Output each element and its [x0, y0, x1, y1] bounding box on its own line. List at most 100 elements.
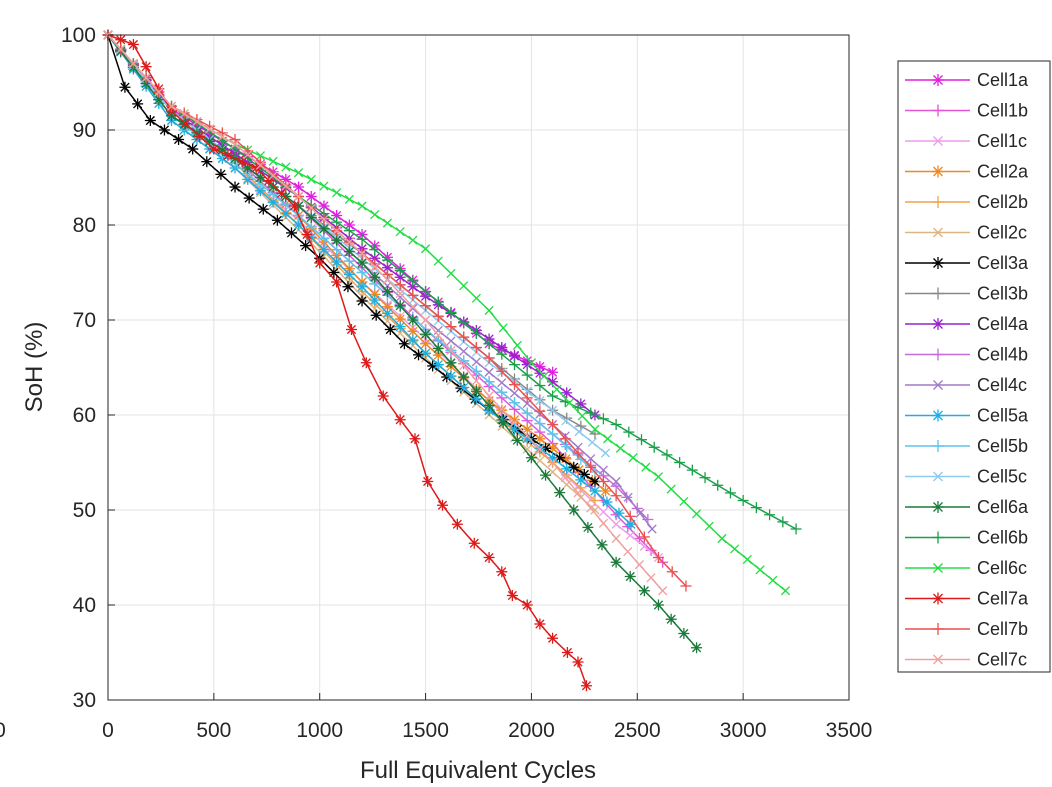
data-point-marker	[625, 571, 635, 582]
data-point-marker	[413, 350, 424, 360]
data-point-marker	[344, 194, 354, 204]
data-point-marker	[933, 227, 943, 238]
data-point-marker	[209, 144, 219, 154]
legend-label: Cell4b	[977, 345, 1028, 365]
data-point-marker	[933, 563, 943, 573]
x-tick-label: 2000	[508, 719, 555, 742]
data-point-marker	[583, 522, 593, 533]
data-point-marker	[522, 434, 532, 444]
data-point-marker	[535, 396, 545, 406]
data-point-marker	[512, 340, 522, 350]
data-point-marker	[344, 269, 354, 279]
data-point-marker	[332, 210, 342, 221]
x-tick-label: 1500	[402, 719, 449, 742]
legend-label: Cell7b	[977, 619, 1028, 639]
series-cell7a	[102, 29, 592, 692]
y-axis-label: SoH (%)	[21, 322, 48, 413]
data-point-marker	[319, 224, 329, 234]
data-point-marker	[423, 476, 433, 487]
data-point-marker	[569, 505, 579, 515]
plot-area-border	[107, 34, 850, 701]
data-point-marker	[289, 201, 299, 211]
data-point-marker	[471, 394, 481, 404]
data-point-marker	[293, 182, 304, 192]
data-point-marker	[420, 244, 431, 254]
data-point-marker	[498, 418, 508, 428]
data-point-marker	[408, 302, 418, 312]
data-point-marker	[166, 101, 177, 111]
data-point-marker	[471, 357, 481, 367]
data-point-marker	[159, 125, 170, 135]
x-axis-label: Full Equivalent Cycles	[360, 757, 596, 784]
data-point-marker	[395, 322, 405, 332]
data-point-marker	[933, 166, 943, 177]
data-point-marker	[614, 508, 624, 518]
data-point-marker	[370, 295, 380, 305]
series-line	[107, 34, 596, 483]
data-point-marker	[526, 358, 537, 368]
data-point-marker	[548, 457, 558, 468]
data-point-marker	[933, 136, 943, 146]
data-point-marker	[548, 367, 558, 377]
data-point-marker	[459, 346, 469, 356]
data-point-marker	[471, 293, 481, 303]
y-tick-label: 60	[73, 404, 96, 427]
data-point-marker	[344, 237, 354, 247]
data-point-marker	[509, 418, 520, 428]
data-point-marker	[641, 462, 651, 472]
data-point-marker	[498, 323, 508, 333]
data-point-marker	[192, 116, 202, 127]
data-point-marker	[371, 310, 381, 320]
data-point-marker	[133, 99, 143, 109]
data-point-marker	[230, 182, 240, 192]
data-point-marker	[497, 404, 507, 414]
data-point-marker	[555, 487, 565, 498]
data-point-marker	[395, 227, 405, 237]
data-point-marker	[145, 115, 155, 126]
data-point-marker	[471, 376, 481, 386]
data-point-marker	[679, 628, 689, 639]
data-point-marker	[437, 500, 448, 510]
data-point-marker	[590, 424, 600, 434]
axis-ticks: 0 500 1000 1500 2000 2500 3000 3500 30 40 50 60 70 80…	[61, 24, 872, 742]
data-point-marker	[446, 371, 456, 381]
legend-item-cell2b: Cell2b	[905, 192, 1028, 212]
data-point-marker	[302, 229, 312, 240]
legend-item-cell2a: Cell2a	[905, 162, 1029, 182]
data-point-marker	[395, 415, 405, 425]
data-point-marker	[319, 245, 329, 255]
data-point-marker	[382, 275, 393, 285]
data-point-marker	[679, 496, 689, 507]
data-point-marker	[408, 326, 418, 336]
legend-item-cell4a: Cell4a	[905, 314, 1029, 334]
data-point-marker	[420, 315, 431, 325]
data-point-marker	[382, 218, 393, 228]
data-point-marker	[535, 444, 545, 454]
y-tick-label: 100	[61, 24, 96, 47]
data-point-marker	[293, 191, 304, 202]
legend-label: Cell1a	[977, 70, 1029, 90]
y-tick-label: 30	[73, 689, 96, 712]
data-point-marker	[395, 301, 405, 311]
x-tick-label: 0	[102, 719, 114, 742]
data-point-marker	[154, 87, 164, 97]
data-point-marker	[597, 540, 607, 550]
data-point-marker	[933, 410, 943, 421]
data-point-marker	[590, 505, 600, 515]
data-point-marker	[539, 371, 549, 381]
data-point-marker	[268, 171, 278, 181]
data-point-marker	[332, 277, 342, 287]
data-point-marker	[268, 182, 278, 192]
data-point-marker	[691, 643, 702, 653]
data-point-marker	[128, 58, 138, 69]
data-point-marker	[497, 378, 507, 388]
y-tick-label: 70	[73, 309, 96, 332]
data-point-marker	[346, 324, 357, 335]
data-point-marker	[573, 488, 583, 498]
y-tick-label: 90	[73, 119, 96, 142]
data-point-marker	[535, 619, 545, 629]
data-point-marker	[237, 157, 247, 167]
data-point-marker	[319, 201, 329, 211]
